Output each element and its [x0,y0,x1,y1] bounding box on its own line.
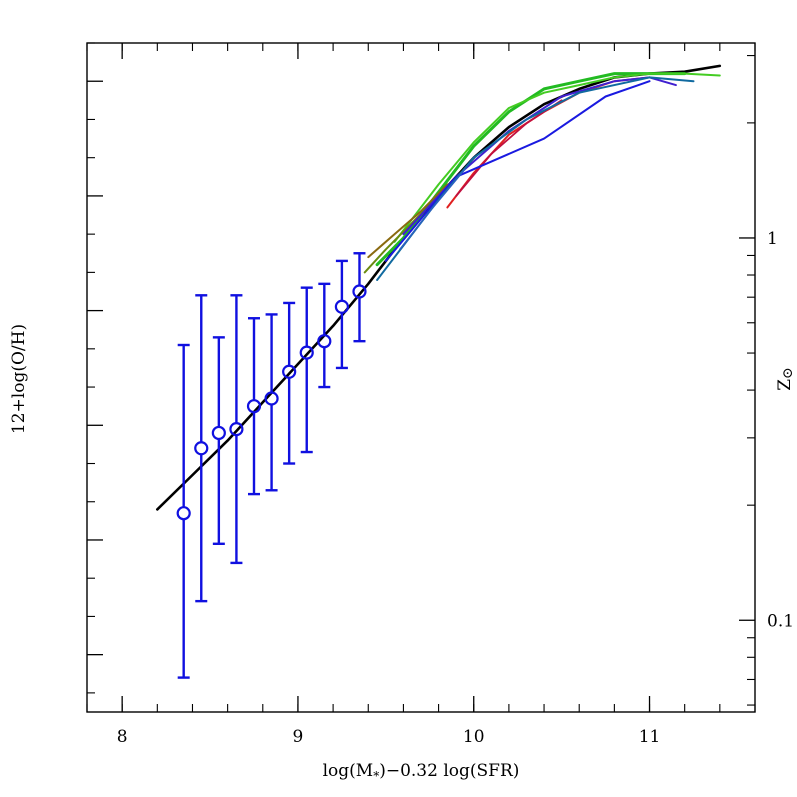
data-point-circle [317,334,332,349]
right-tick-label: 1 [767,229,778,249]
x-tick-label: 9 [293,727,304,747]
data-point-circle [282,364,297,379]
series-line-7 [455,99,563,197]
x-axis-label: log(M*)−0.32 log(SFR) [323,761,520,783]
series-line-11 [399,168,466,251]
data-point-circle [352,284,367,299]
data-point-circle [176,506,191,521]
x-tick-label: 8 [117,727,128,747]
data-point-circle [246,399,262,414]
data-layer [156,64,722,679]
errorbar-point [282,301,297,465]
errorbar-point [229,294,244,565]
right-tick-label: 0.1 [767,611,794,631]
series-line-9 [384,80,651,262]
data-point-circle [229,422,244,437]
data-point-circle [211,425,226,441]
data-point-circle [264,391,279,406]
right-axis-label: Z⊙ [775,367,796,391]
errorbar-point [264,313,279,492]
errorbar-point [352,252,367,343]
data-point-circle [194,441,209,456]
ticks-layer [86,42,756,712]
errorbar-point [246,317,262,496]
data-point-circle [334,299,349,314]
series-line-3 [393,72,721,243]
errorbar-point [317,282,332,389]
data-point-circle [299,345,314,360]
x-tick-label: 11 [639,727,661,747]
tick-labels: 8 9 10 11 0.1 1 [117,229,794,747]
y-axis-label: 12+log(O/H) [9,324,29,434]
errorbar-point [194,294,209,603]
errorbar-point [211,336,226,545]
series-line-4 [367,183,449,259]
errorbar-point [334,259,349,370]
plot-frame [86,42,756,713]
errorbar-point [299,286,314,454]
solar-symbol: ⊙ [780,367,796,379]
errorbar-point [176,343,191,679]
x-tick-label: 10 [463,727,485,747]
